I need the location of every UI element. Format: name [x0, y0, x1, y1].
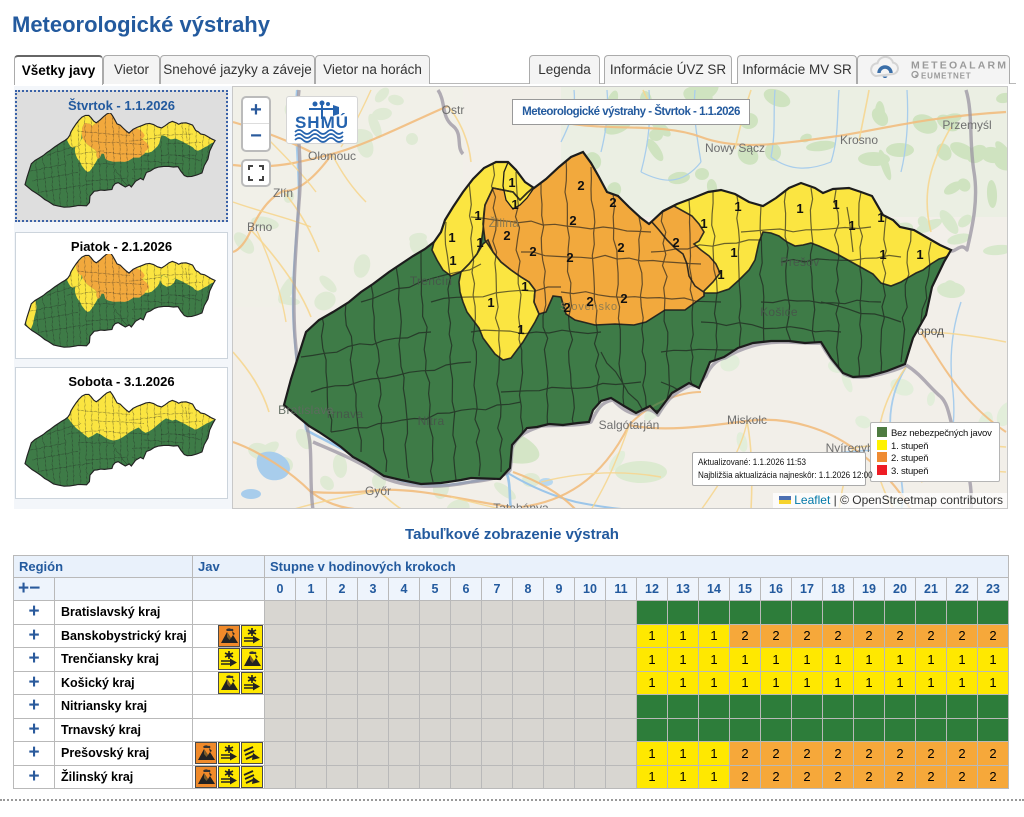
svg-text:Zlín: Zlín: [273, 186, 293, 200]
svg-text:1: 1: [508, 175, 515, 190]
svg-text:Slovensko: Slovensko: [560, 301, 618, 313]
svg-text:Trenčín: Trenčín: [410, 274, 452, 288]
svg-text:Prešov: Prešov: [780, 255, 819, 269]
svg-text:1: 1: [717, 267, 724, 282]
svg-text:2: 2: [609, 195, 616, 210]
svg-text:1: 1: [730, 245, 737, 260]
svg-text:1: 1: [700, 216, 707, 231]
svg-text:1: 1: [476, 235, 483, 250]
svg-text:2: 2: [503, 228, 510, 243]
svg-text:Košice: Košice: [760, 305, 798, 319]
svg-text:Olomouc: Olomouc: [308, 149, 356, 163]
svg-text:Brno: Brno: [247, 220, 273, 234]
svg-text:1: 1: [487, 295, 494, 310]
svg-text:1: 1: [511, 197, 518, 212]
svg-text:Miskolc: Miskolc: [727, 413, 767, 427]
svg-text:SHMÚ: SHMÚ: [295, 113, 349, 132]
svg-text:Nitra: Nitra: [418, 414, 445, 428]
svg-text:Žilina: Žilina: [489, 215, 520, 230]
svg-text:2: 2: [563, 300, 570, 315]
svg-text:1: 1: [832, 197, 839, 212]
svg-text:1: 1: [448, 230, 455, 245]
svg-text:1: 1: [474, 208, 481, 223]
svg-text:1: 1: [879, 247, 886, 262]
svg-text:2: 2: [620, 291, 627, 306]
svg-text:1: 1: [796, 201, 803, 216]
svg-text:Nowy Sącz: Nowy Sącz: [705, 141, 765, 155]
svg-text:Przemyśl: Przemyśl: [942, 118, 991, 132]
svg-text:1: 1: [517, 322, 524, 337]
svg-text:2: 2: [617, 240, 624, 255]
svg-text:2: 2: [569, 213, 576, 228]
svg-text:2: 2: [672, 235, 679, 250]
svg-text:2: 2: [529, 244, 536, 259]
svg-text:Salgótarján: Salgótarján: [599, 418, 660, 432]
svg-text:Trnava: Trnava: [325, 407, 364, 421]
svg-text:2: 2: [586, 294, 593, 309]
svg-text:1: 1: [734, 199, 741, 214]
svg-text:Győr: Győr: [365, 484, 391, 498]
svg-text:1: 1: [449, 253, 456, 268]
svg-text:1: 1: [848, 218, 855, 233]
svg-text:2: 2: [566, 250, 573, 265]
svg-text:EUMETNET: EUMETNET: [921, 72, 971, 81]
svg-text:Ostr: Ostr: [442, 103, 465, 117]
svg-text:1: 1: [877, 210, 884, 225]
svg-text:2: 2: [577, 178, 584, 193]
svg-text:1: 1: [521, 279, 528, 294]
svg-text:Krosno: Krosno: [840, 133, 878, 147]
svg-text:Bratislava: Bratislava: [278, 403, 334, 417]
svg-text:Tatabánya: Tatabánya: [493, 501, 549, 509]
svg-text:1: 1: [916, 247, 923, 262]
svg-text:METEOALARM: METEOALARM: [911, 60, 1008, 72]
